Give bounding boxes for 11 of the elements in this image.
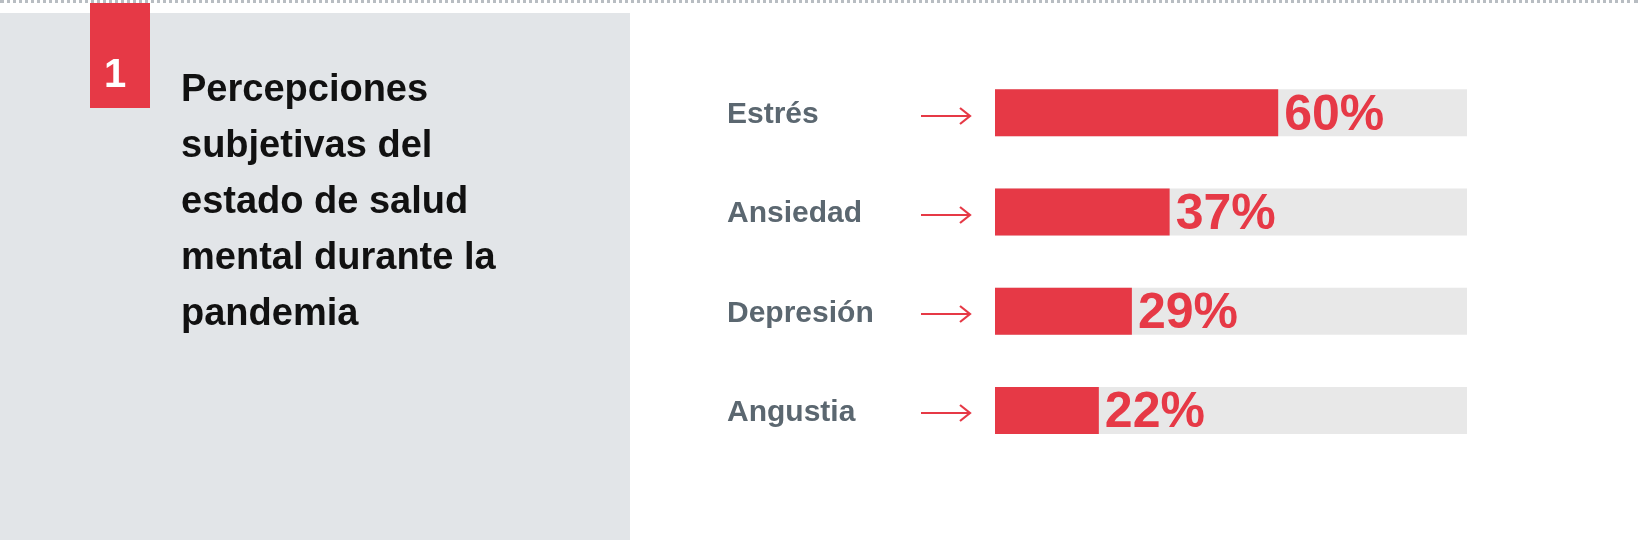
y-tick-label: Angustia	[727, 393, 856, 427]
text: 1	[104, 51, 127, 95]
y-tick-label: Ansiedad	[727, 195, 863, 229]
y-tick-label: Depresión	[727, 294, 874, 328]
bar	[995, 386, 1099, 434]
data-label: 60%	[1284, 84, 1385, 141]
data-label: 37%	[1175, 183, 1276, 240]
y-tick-label: Estrés	[727, 96, 819, 130]
text: Percepciones subjetivas del estado de salud mental durante la pandemia	[181, 67, 507, 333]
data-label: 22%	[1104, 382, 1205, 439]
data-label: 29%	[1137, 283, 1238, 340]
